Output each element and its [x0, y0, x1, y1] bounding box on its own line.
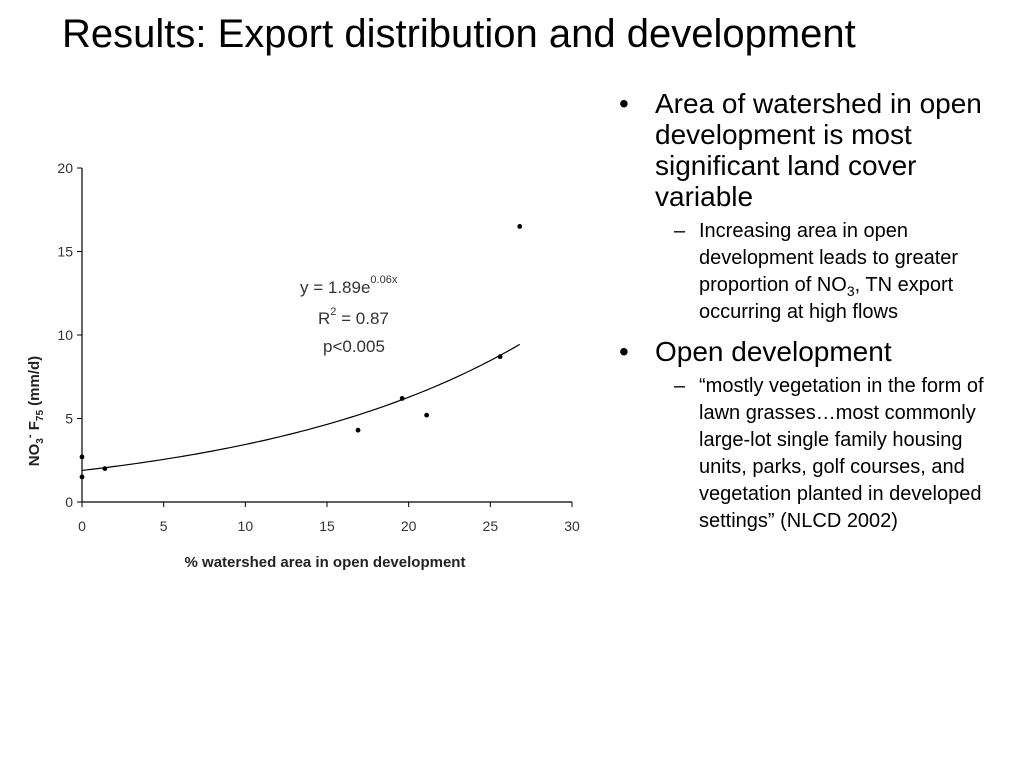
bullet-marker: •: [619, 88, 629, 119]
x-tick-group: 0 5 10 15 20 25 30: [78, 502, 580, 534]
fit-curve: [81, 343, 521, 472]
y-label-sub2: 75: [35, 410, 46, 422]
data-point: [79, 454, 85, 460]
bullet-marker: •: [619, 336, 629, 367]
data-point: [517, 224, 523, 229]
y-tick-label: 10: [57, 327, 73, 343]
data-point: [102, 466, 108, 471]
equation-text: y = 1.89e0.06x: [300, 274, 398, 297]
x-tick-label: 0: [78, 518, 86, 534]
y-label-main: NO: [26, 443, 43, 466]
data-point: [399, 396, 405, 401]
data-point: [355, 427, 361, 433]
y-tick-label: 0: [65, 494, 73, 510]
x-tick-label: 20: [401, 518, 417, 534]
fit-annotation: y = 1.89e0.06x R2 = 0.87 p<0.005: [300, 274, 398, 356]
chart-svg: 0 5 10 15 20 25 30 0 5 10 15 20 % watershed area i…: [24, 160, 580, 571]
data-point: [497, 354, 503, 360]
y-label-end: (mm/d): [26, 356, 43, 410]
x-tick-label: 10: [238, 518, 254, 534]
x-axis-label: % watershed area in open development: [185, 554, 466, 571]
slide-title: Results: Export distribution and develop…: [62, 12, 856, 56]
x-tick-label: 25: [483, 518, 499, 534]
bullet-2: • Open development: [612, 336, 1012, 367]
data-point: [79, 474, 85, 480]
y-tick-group: 0 5 10 15 20: [57, 160, 82, 510]
bullet-list: • Area of watershed in open development …: [612, 88, 1012, 545]
y-tick-label: 5: [65, 411, 73, 427]
dash-marker: –: [674, 220, 686, 242]
bullet-2-text: Open development: [655, 336, 892, 367]
data-points: [79, 224, 523, 480]
x-tick-label: 30: [564, 518, 580, 534]
chart-axes: [81, 168, 572, 503]
data-point: [424, 412, 430, 418]
scatter-chart: 0 5 10 15 20 25 30 0 5 10 15 20 % watershed area i…: [0, 150, 600, 590]
bullet-2-sub: – “mostly vegetation in the form of lawn…: [612, 373, 1012, 535]
x-tick-label: 15: [319, 518, 335, 534]
x-tick-label: 5: [160, 518, 168, 534]
dash-marker: –: [674, 375, 686, 397]
y-axis-label: NO3- F75 (mm/d): [24, 356, 46, 466]
bullet-1-sub-text-before: Increasing area in open development lead…: [699, 220, 959, 296]
bullet-1: • Area of watershed in open development …: [612, 88, 1012, 212]
bullet-2-sub-text: “mostly vegetation in the form of lawn g…: [699, 375, 984, 532]
r-squared-text: R2 = 0.87: [318, 306, 389, 328]
y-label-sup1: -: [24, 434, 36, 438]
y-tick-label: 20: [57, 160, 73, 176]
bullet-1-text: Area of watershed in open development is…: [655, 88, 982, 212]
bullet-1-sub-text-after: , TN export occurring at high flows: [699, 274, 954, 323]
y-label-sub1: 3: [35, 438, 46, 444]
y-label-mid: F: [26, 421, 43, 434]
p-value-text: p<0.005: [323, 337, 385, 356]
bullet-1-sub: – Increasing area in open development le…: [612, 218, 1012, 326]
y-tick-label: 15: [57, 244, 73, 260]
bullet-1-sub-subscript: 3: [846, 283, 855, 299]
